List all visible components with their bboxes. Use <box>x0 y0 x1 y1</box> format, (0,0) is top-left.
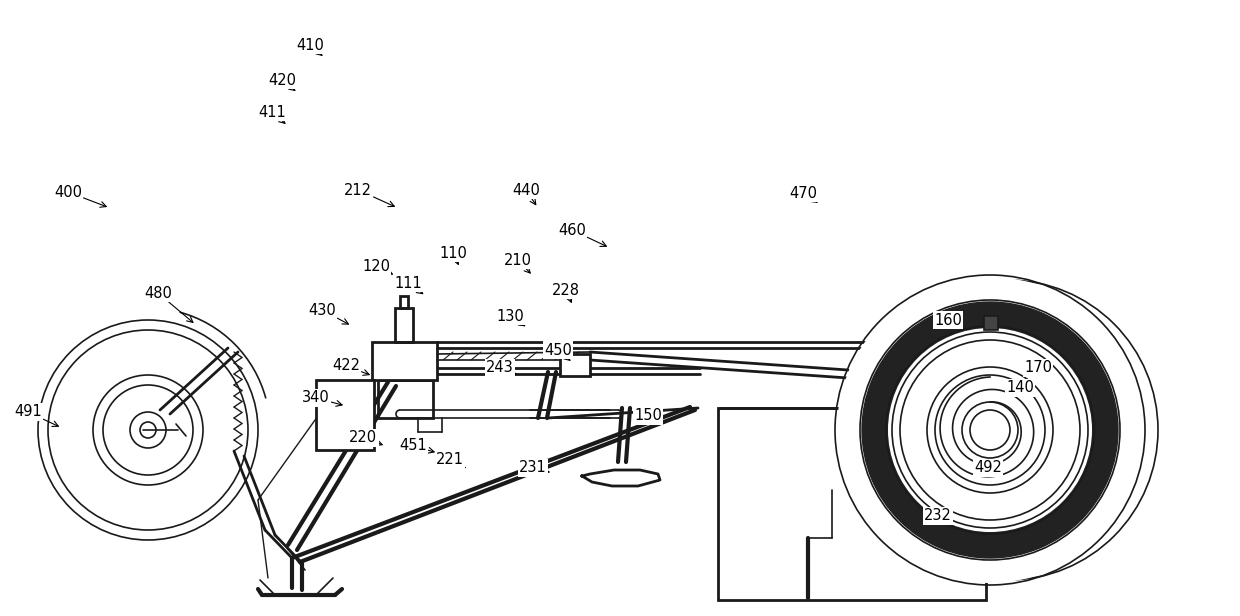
Text: 221: 221 <box>436 453 465 468</box>
Text: 140: 140 <box>1006 381 1034 395</box>
Text: 492: 492 <box>975 461 1002 476</box>
Text: 440: 440 <box>512 182 539 205</box>
Text: 422: 422 <box>332 359 370 375</box>
Text: 110: 110 <box>439 246 467 264</box>
Text: 170: 170 <box>1024 360 1052 376</box>
Circle shape <box>837 277 1143 583</box>
Text: 491: 491 <box>14 405 58 426</box>
Text: 210: 210 <box>503 253 532 273</box>
Text: 150: 150 <box>634 408 662 424</box>
Bar <box>401 296 408 308</box>
Bar <box>985 316 998 330</box>
Bar <box>372 342 436 380</box>
Text: 111: 111 <box>394 275 423 294</box>
Text: 430: 430 <box>308 302 348 324</box>
Bar <box>560 354 590 376</box>
Text: 420: 420 <box>268 73 296 91</box>
Text: 480: 480 <box>144 285 193 322</box>
Bar <box>396 308 413 342</box>
Text: 450: 450 <box>544 342 572 360</box>
Text: 220: 220 <box>348 431 382 445</box>
Text: 212: 212 <box>343 182 394 206</box>
Text: 160: 160 <box>934 312 962 328</box>
Text: 410: 410 <box>296 38 324 55</box>
Bar <box>316 380 374 450</box>
Text: 400: 400 <box>55 185 107 207</box>
Text: 340: 340 <box>303 391 342 407</box>
Circle shape <box>888 328 1092 532</box>
Text: 470: 470 <box>789 185 817 202</box>
Text: 130: 130 <box>496 309 525 326</box>
Text: 228: 228 <box>552 283 580 302</box>
Text: 232: 232 <box>924 508 952 524</box>
Text: 231: 231 <box>520 461 549 476</box>
Polygon shape <box>582 470 660 486</box>
Text: 460: 460 <box>558 222 606 246</box>
Text: 411: 411 <box>258 105 286 123</box>
Bar <box>378 380 433 418</box>
Bar <box>718 408 986 600</box>
Text: 451: 451 <box>399 439 434 453</box>
Text: 120: 120 <box>362 259 392 274</box>
Text: 243: 243 <box>486 360 516 376</box>
